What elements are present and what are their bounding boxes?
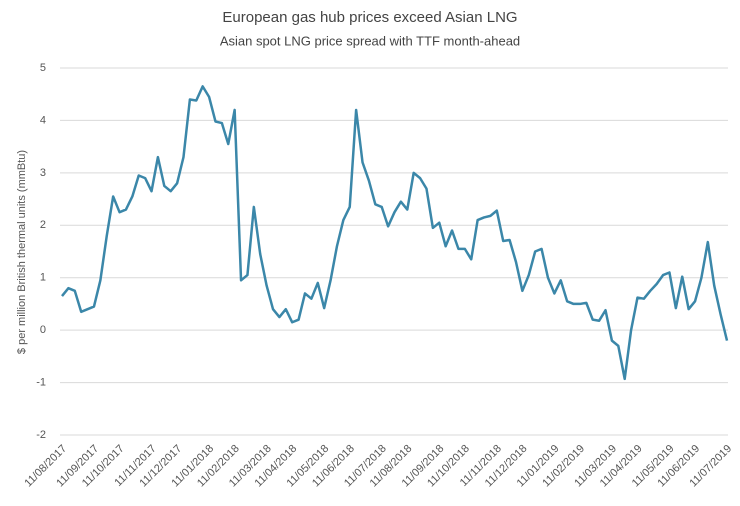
y-axis-label: $ per million British thermal units (mmB… xyxy=(16,150,28,354)
y-tick-label: 5 xyxy=(40,62,46,74)
y-tick-label: -2 xyxy=(36,429,46,441)
y-tick-label: 2 xyxy=(40,219,46,231)
y-tick-label: -1 xyxy=(36,376,46,388)
data-line xyxy=(61,85,729,381)
y-tick-label: 1 xyxy=(40,272,46,284)
chart-title: European gas hub prices exceed Asian LNG xyxy=(222,9,517,26)
y-tick-label: 4 xyxy=(40,114,46,126)
y-tick-label: 0 xyxy=(40,324,46,336)
y-tick-label: 3 xyxy=(40,167,46,179)
chart-subtitle: Asian spot LNG price spread with TTF mon… xyxy=(220,33,520,48)
